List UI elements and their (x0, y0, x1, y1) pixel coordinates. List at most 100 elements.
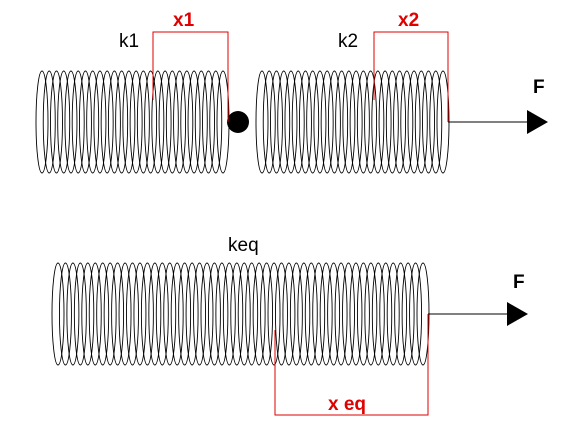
coil-loop (364, 70, 378, 174)
coil-loop (207, 262, 221, 366)
coil-loop (371, 70, 385, 174)
coil-loop (66, 262, 80, 366)
coil-loop (304, 262, 318, 366)
coil-loop (327, 70, 341, 174)
coil-loop (379, 262, 393, 366)
coil-loop (349, 262, 363, 366)
coil-loop (298, 70, 312, 174)
displacement-bracket-x2 (373, 31, 449, 122)
coil-loop (289, 262, 303, 366)
coil-loop (93, 70, 107, 174)
label-force-top: F (533, 77, 545, 98)
coil-loop (342, 70, 356, 174)
coil-loop (58, 262, 72, 366)
coil-loop (401, 262, 415, 366)
coil-loop (165, 70, 179, 174)
coil-loop (107, 70, 121, 174)
coil-loop (78, 70, 92, 174)
coil-loop (100, 70, 114, 174)
label-k2: k2 (338, 31, 358, 52)
coil-loop (349, 70, 363, 174)
connecting-mass (227, 111, 249, 133)
coil-loop (178, 262, 192, 366)
coil-loop (312, 262, 326, 366)
coil-loop (81, 262, 95, 366)
coil-loop (400, 70, 414, 174)
coil-loop (306, 70, 320, 174)
coil-loop (429, 70, 443, 174)
coil-loop (118, 262, 132, 366)
coil-loop (193, 262, 206, 366)
coil-loop (270, 70, 283, 174)
coil-loop (335, 70, 349, 174)
coil-loop (185, 262, 199, 366)
coil-loop (96, 262, 110, 366)
coil-loop (173, 70, 187, 174)
coil-loop (356, 262, 370, 366)
coil-loop (151, 70, 165, 174)
coil-loop (187, 70, 201, 174)
coil-loop (409, 262, 422, 366)
coil-loop (202, 70, 215, 174)
displacement-bracket-xeq (274, 314, 429, 416)
coil-loop (327, 262, 341, 366)
coil-loop (371, 262, 385, 366)
coil-loop (356, 70, 370, 174)
coil-loop (209, 70, 223, 174)
coil-loop (129, 70, 143, 174)
coil-loop (148, 262, 162, 366)
coil-loop (170, 262, 184, 366)
coil-loop (144, 70, 158, 174)
spring-k2 (255, 70, 450, 174)
coil-loop (42, 70, 56, 174)
coil-loop (262, 70, 276, 174)
coil-loop (284, 70, 298, 174)
label-xeq: x eq (328, 394, 366, 415)
coil-loop (436, 70, 450, 174)
label-k1: k1 (119, 31, 139, 52)
coil-loop (71, 70, 85, 174)
coil-loop (194, 70, 208, 174)
coil-loop (291, 70, 305, 174)
coil-loop (282, 262, 296, 366)
coil-loop (422, 70, 435, 174)
label-keq: keq (228, 235, 259, 256)
coil-loop (136, 70, 150, 174)
coil-loop (245, 262, 259, 366)
spring-keq (51, 262, 430, 366)
label-x1: x1 (173, 10, 195, 31)
coil-loop (320, 70, 334, 174)
coil-loop (35, 70, 49, 174)
label-x2: x2 (398, 10, 419, 31)
displacement-bracket-x1 (152, 31, 229, 122)
coil-loop (393, 70, 407, 174)
coil-loop (200, 262, 214, 366)
coil-loop (260, 262, 274, 366)
coil-loop (122, 70, 136, 174)
coil-loop (140, 262, 154, 366)
coil-loop (51, 262, 65, 366)
coil-loop (319, 262, 333, 366)
coil-loop (57, 70, 71, 174)
coil-loop (414, 70, 428, 174)
coil-loop (155, 262, 169, 366)
coil-loop (275, 262, 288, 366)
coil-loop (277, 70, 291, 174)
coil-loop (103, 262, 117, 366)
coil-loop (255, 70, 269, 174)
coil-loop (385, 70, 399, 174)
coil-loop (416, 262, 430, 366)
coil-loop (215, 262, 229, 366)
coil-loop (222, 262, 236, 366)
coil-loop (133, 262, 147, 366)
force-arrow-head-top (527, 110, 548, 134)
label-force-bottom: F (513, 272, 525, 293)
coil-loop (407, 70, 421, 174)
coil-loop (163, 262, 177, 366)
coil-loop (111, 262, 125, 366)
coil-loop (88, 262, 102, 366)
force-arrow-head-bottom (507, 302, 528, 326)
coil-loop (297, 262, 311, 366)
coil-loop (73, 262, 87, 366)
